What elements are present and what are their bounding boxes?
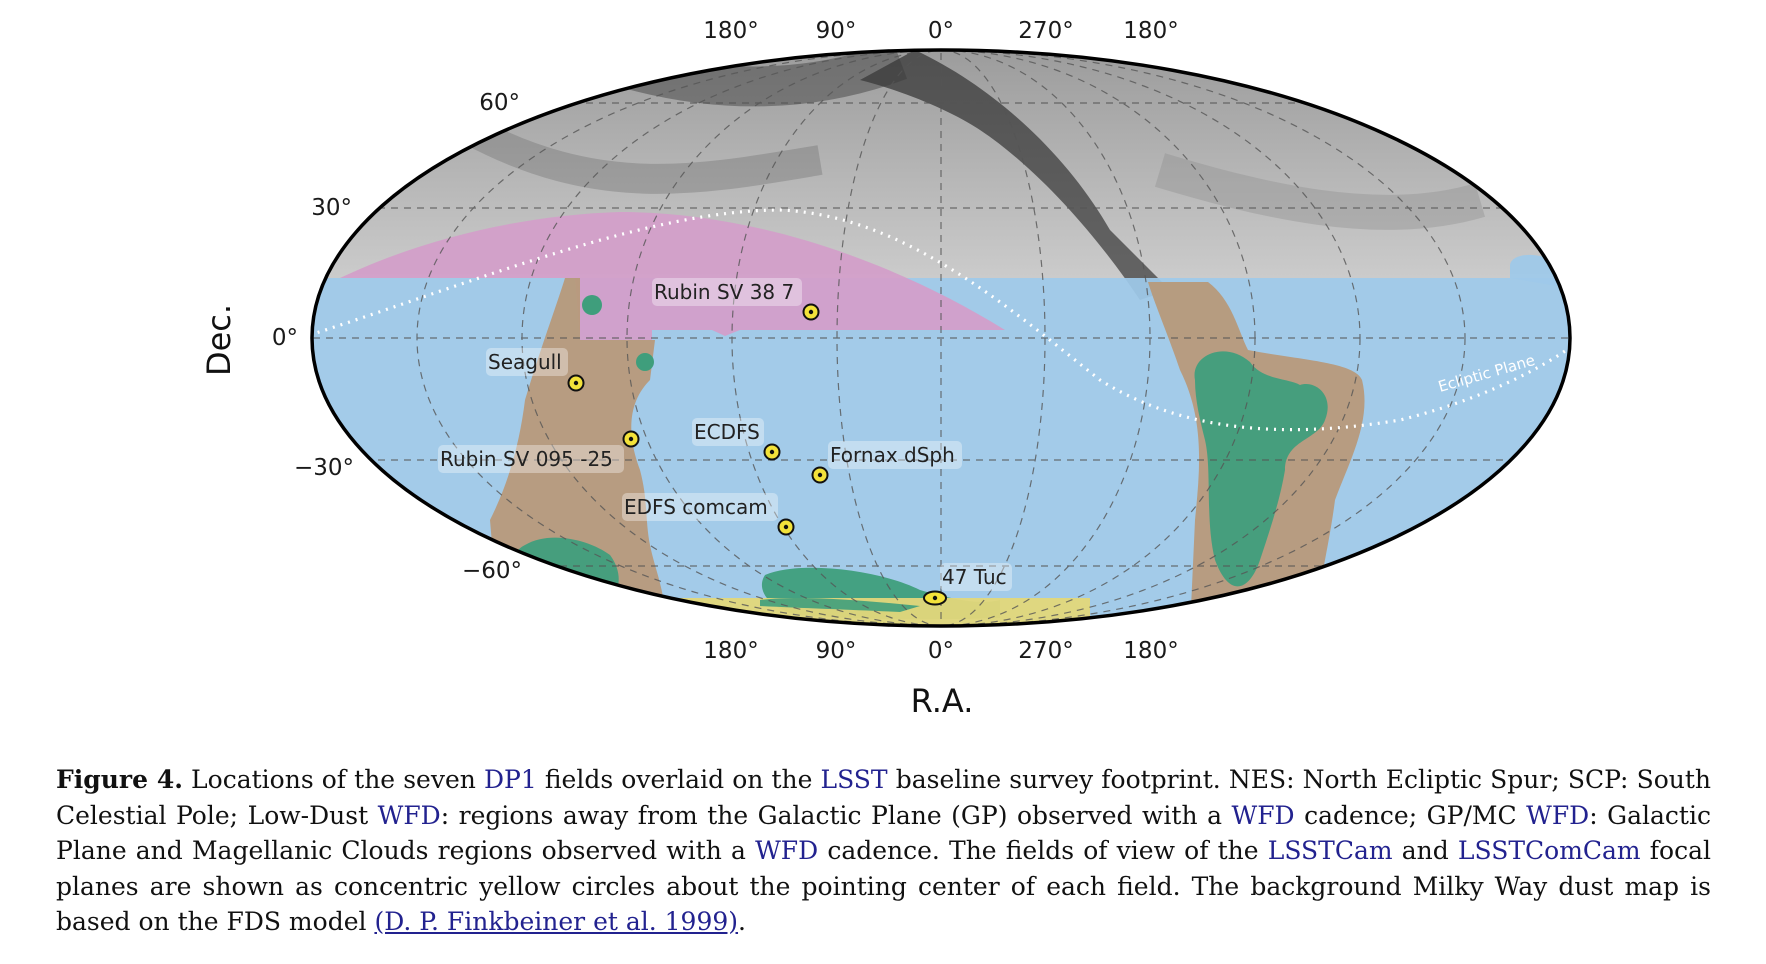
field-marker-fornax-dsph	[811, 466, 829, 484]
ra-tick: 0°	[928, 18, 954, 44]
field-label: 47 Tuc	[942, 565, 1007, 589]
ra-tick: 0°	[928, 638, 954, 664]
figure-number: Figure 4.	[56, 765, 183, 794]
ra-ticks-top: 180° 90° 0° 270° 180°	[703, 18, 1178, 44]
dec-tick: 0°	[272, 325, 298, 351]
field-label: Seagull	[488, 350, 562, 374]
green-blob	[636, 353, 654, 371]
field-label: ECDFS	[694, 420, 760, 444]
caption-text: cadence; GP/MC	[1294, 800, 1527, 830]
ra-tick: 180°	[1123, 18, 1178, 44]
x-axis-label: R.A.	[911, 682, 974, 720]
ra-ticks-bottom: 180° 90° 0° 270° 180°	[703, 638, 1178, 664]
field-labels: Rubin SV 38 7 Seagull ECDFS Fornax dSph …	[438, 278, 1012, 591]
caption-text: focal planes are shown as concentric yel…	[56, 836, 1712, 936]
caption-text: Locations of the seven	[182, 765, 484, 794]
dec-tick: −30°	[294, 455, 354, 481]
milky-way-dust-band	[860, 50, 1170, 300]
caption-text: : regions away from the Galactic Plane (…	[440, 800, 1232, 830]
field-markers	[567, 303, 947, 606]
dec-tick: 30°	[311, 195, 352, 221]
ra-tick: 180°	[703, 638, 758, 664]
gp-green-region-right	[1194, 351, 1328, 587]
wfd-link[interactable]: WFD	[1231, 800, 1295, 830]
dec-ticks: 60° 30° 0° −30° −60°	[272, 90, 522, 584]
green-blob	[582, 295, 602, 315]
ra-tick: 180°	[703, 18, 758, 44]
field-marker-rubin-sv-095-25	[622, 430, 640, 448]
field-marker-rubin-sv-38-7	[802, 303, 820, 321]
ra-tick: 90°	[816, 18, 857, 44]
caption-text: .	[738, 907, 746, 936]
field-marker-seagull	[567, 374, 585, 392]
wfd-link[interactable]: WFD	[377, 800, 441, 830]
ra-tick: 90°	[816, 638, 857, 664]
field-label: Rubin SV 38 7	[654, 280, 794, 304]
dec-tick: −60°	[462, 558, 522, 584]
ra-tick: 270°	[1018, 18, 1073, 44]
field-marker-47-tuc	[923, 590, 947, 606]
wfd-link[interactable]: WFD	[755, 836, 819, 865]
field-marker-edfs-comcam	[777, 518, 795, 536]
sky-map-figure: Ecliptic Plane 180° 90° 0° 270° 180° 180…	[200, 18, 1572, 720]
lsstcam-link[interactable]: LSSTCam	[1267, 836, 1393, 865]
field-marker-ecdfs	[763, 443, 781, 461]
map-boundary	[310, 48, 1572, 628]
wfd-link[interactable]: WFD	[1526, 800, 1590, 830]
field-label: EDFS comcam	[624, 495, 768, 519]
caption-text: and	[1392, 836, 1458, 865]
ra-tick: 180°	[1123, 638, 1178, 664]
y-axis-label: Dec.	[200, 304, 238, 376]
caption-text: fields overlaid on the	[536, 765, 821, 794]
lsstcomcam-link[interactable]: LSSTComCam	[1457, 836, 1641, 865]
field-label: Fornax dSph	[830, 443, 955, 467]
figure-caption: Figure 4. Locations of the seven DP1 fie…	[56, 762, 1711, 940]
nes-region	[340, 212, 1005, 340]
caption-text: : Galactic Plane and Magellanic Clouds r…	[56, 800, 1711, 866]
dec-tick: 60°	[479, 90, 520, 116]
ra-tick: 270°	[1018, 638, 1073, 664]
caption-text: cadence. The fields of view of the	[818, 836, 1268, 865]
citation-link[interactable]: (D. P. Finkbeiner et al. 1999)	[374, 907, 739, 936]
map-area	[312, 50, 1570, 626]
lsst-link[interactable]: LSST	[820, 765, 888, 794]
caption-text: baseline survey footprint. NES: North Ec…	[56, 765, 1711, 830]
field-label: Rubin SV 095 -25	[440, 447, 613, 471]
dp1-link[interactable]: DP1	[483, 765, 537, 794]
